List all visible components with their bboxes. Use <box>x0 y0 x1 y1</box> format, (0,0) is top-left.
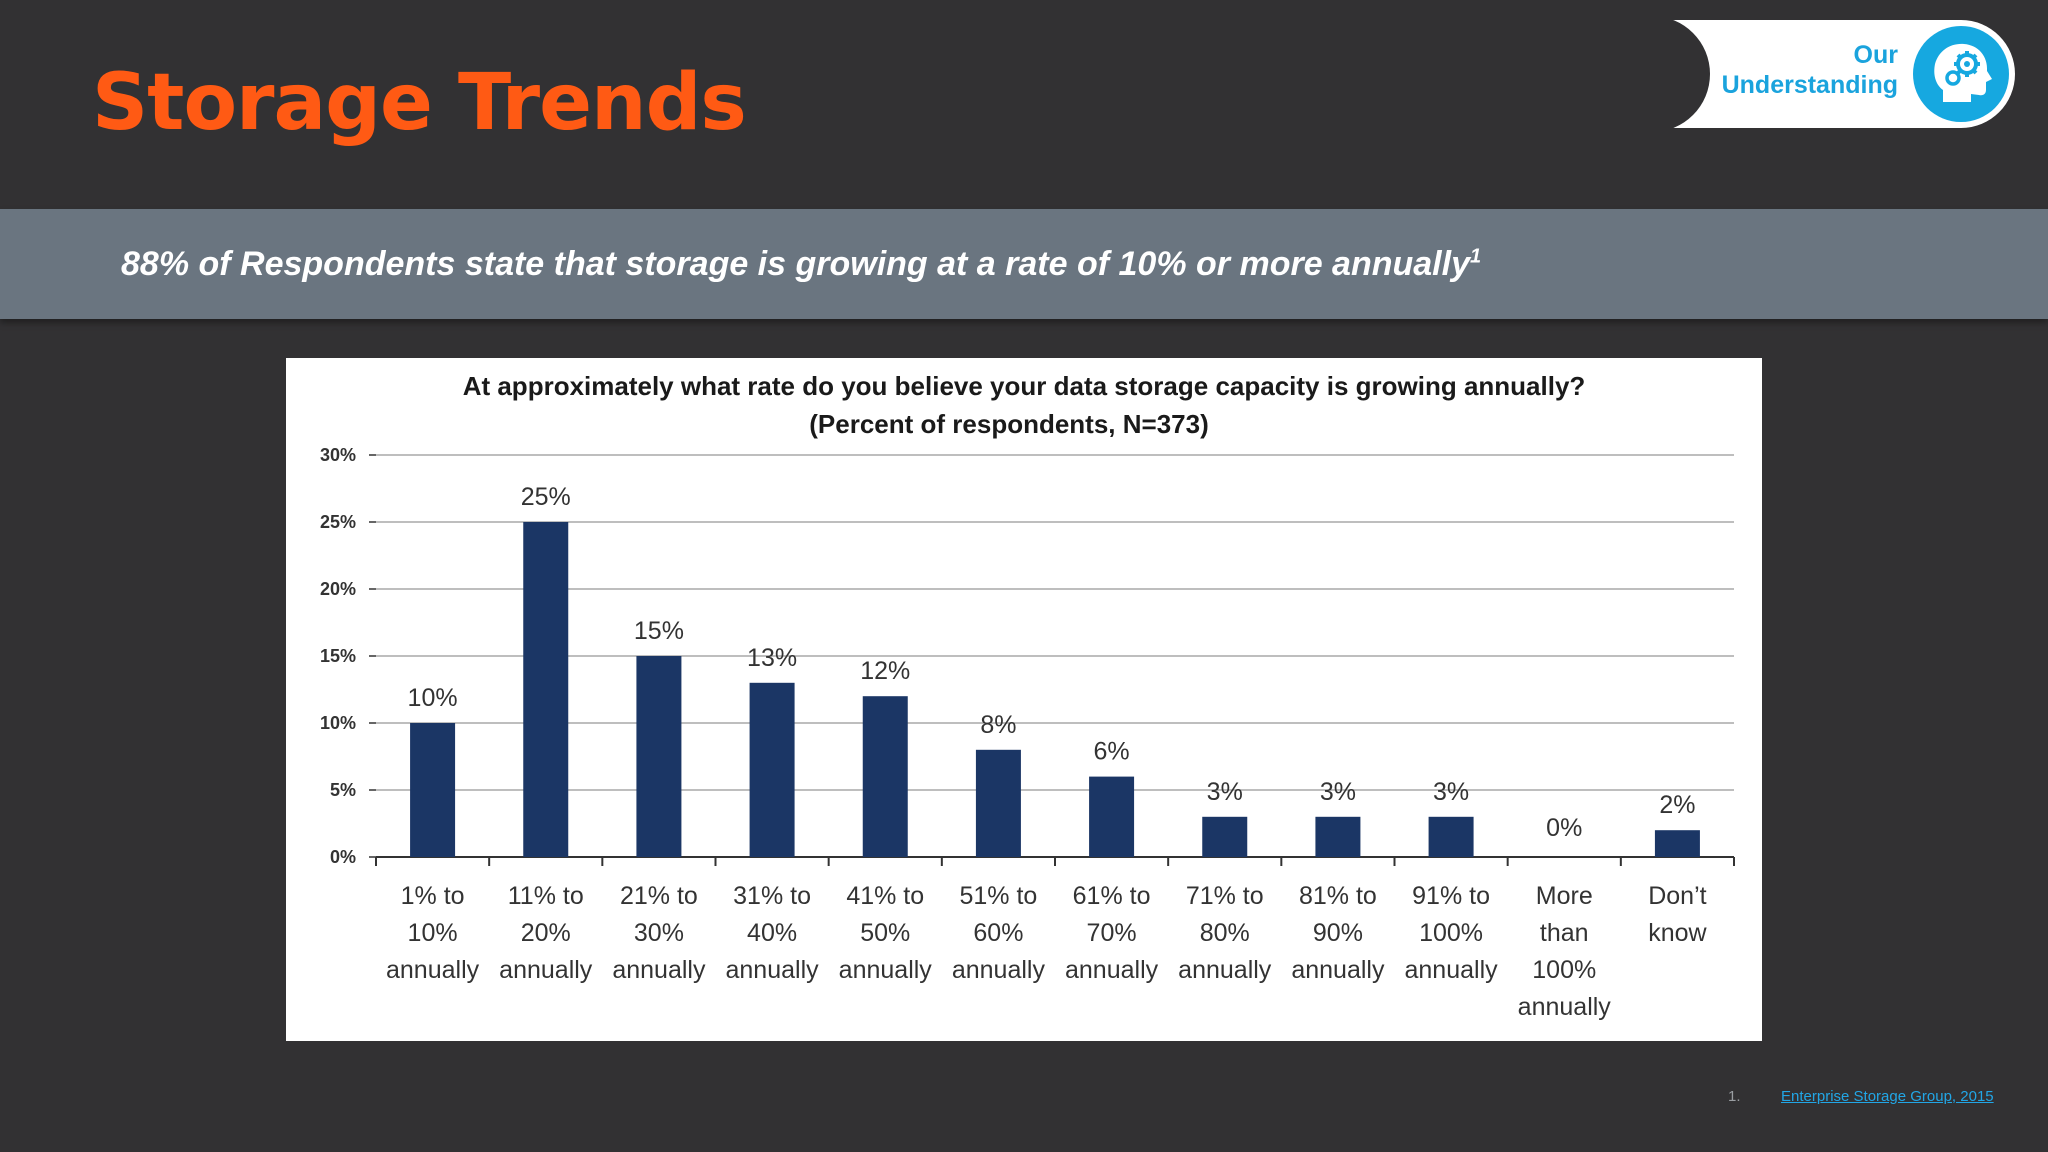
bar <box>975 749 1021 857</box>
bar <box>1315 816 1361 857</box>
badge-cutout <box>1620 20 1710 128</box>
y-tick-label: 0% <box>330 847 356 867</box>
category-label: 20% <box>521 919 571 947</box>
category-label: annually <box>1518 993 1612 1021</box>
category-label: annually <box>839 956 933 984</box>
chart-svg: At approximately what rate do you believ… <box>320 371 1735 1021</box>
labels: 0% 5% 10% 15% 20% 25% 30% 10% 1% to 10% annually 25… <box>320 445 1708 1021</box>
y-tick-label: 30% <box>320 445 356 465</box>
banner-text: 88% of Respondents state that storage is… <box>121 245 1481 284</box>
data-label: 13% <box>747 644 797 672</box>
data-label: 2% <box>1659 791 1695 819</box>
bars <box>410 522 1700 857</box>
category-label: annually <box>1291 956 1385 984</box>
page-title: Storage Trends <box>92 58 747 148</box>
data-label: 12% <box>860 657 910 685</box>
y-tick-label: 15% <box>320 646 356 666</box>
data-label: 25% <box>521 483 571 511</box>
data-label: 6% <box>1094 738 1130 766</box>
data-label: 10% <box>408 684 458 712</box>
banner-footnote-ref: 1 <box>1469 245 1482 268</box>
badge-label: Our Understanding <box>1722 40 1898 100</box>
bar-chart: At approximately what rate do you believ… <box>286 358 1762 1041</box>
category-label: 90% <box>1313 919 1363 947</box>
chart-subtitle: (Percent of respondents, N=373) <box>809 409 1209 439</box>
y-tick-label: 10% <box>320 713 356 733</box>
category-label: annually <box>499 956 593 984</box>
bar <box>523 522 569 857</box>
our-understanding-badge: Our Understanding <box>1620 20 2015 128</box>
key-finding-banner: 88% of Respondents state that storage is… <box>0 209 2048 319</box>
category-label: annually <box>612 956 706 984</box>
category-label: 80% <box>1200 919 1250 947</box>
axes <box>369 454 1735 866</box>
category-label: 61% to <box>1073 882 1151 910</box>
data-label: 3% <box>1207 778 1243 806</box>
category-label: annually <box>1178 956 1272 984</box>
data-label: 0% <box>1546 814 1582 842</box>
category-label: 60% <box>973 919 1023 947</box>
category-label: 71% to <box>1186 882 1264 910</box>
bar <box>862 696 908 857</box>
category-label: annually <box>726 956 820 984</box>
head-gears-icon <box>1913 26 2009 122</box>
category-label: 51% to <box>959 882 1037 910</box>
footnote-source-link[interactable]: Enterprise Storage Group, 2015 <box>1781 1088 1994 1105</box>
category-label: than <box>1540 919 1589 947</box>
data-label: 3% <box>1433 778 1469 806</box>
category-label: 50% <box>860 919 910 947</box>
category-label: know <box>1648 919 1707 947</box>
category-label: 21% to <box>620 882 698 910</box>
y-tick-label: 25% <box>320 512 356 532</box>
category-label: 10% <box>408 919 458 947</box>
bar <box>410 723 456 857</box>
footnote-number: 1. <box>1728 1088 1741 1105</box>
data-label: 8% <box>980 711 1016 739</box>
category-label: 100% <box>1419 919 1483 947</box>
bar <box>1089 776 1135 857</box>
category-label: 91% to <box>1412 882 1490 910</box>
bar <box>1202 816 1248 857</box>
data-label: 3% <box>1320 778 1356 806</box>
category-label: annually <box>952 956 1046 984</box>
banner-statement: 88% of Respondents state that storage is… <box>121 245 1470 283</box>
category-label: 41% to <box>846 882 924 910</box>
bar <box>1654 830 1700 857</box>
bar <box>1428 816 1474 857</box>
category-label: 100% <box>1532 956 1596 984</box>
category-label: 1% to <box>401 882 465 910</box>
gridlines <box>376 454 1734 791</box>
category-label: 40% <box>747 919 797 947</box>
chart-title: At approximately what rate do you believ… <box>463 371 1586 401</box>
category-label: Don’t <box>1648 882 1706 910</box>
category-label: More <box>1536 882 1593 910</box>
data-label: 15% <box>634 617 684 645</box>
y-tick-label: 20% <box>320 579 356 599</box>
category-label: annually <box>386 956 480 984</box>
category-label: annually <box>1405 956 1499 984</box>
bar <box>749 682 795 857</box>
bar <box>636 656 682 857</box>
category-label: annually <box>1065 956 1159 984</box>
category-label: 81% to <box>1299 882 1377 910</box>
category-label: 70% <box>1087 919 1137 947</box>
badge-line-1: Our <box>1853 41 1898 69</box>
category-label: 30% <box>634 919 684 947</box>
category-label: 31% to <box>733 882 811 910</box>
category-label: 11% to <box>508 882 584 910</box>
badge-line-2: Understanding <box>1721 71 1898 99</box>
y-tick-label: 5% <box>330 780 356 800</box>
